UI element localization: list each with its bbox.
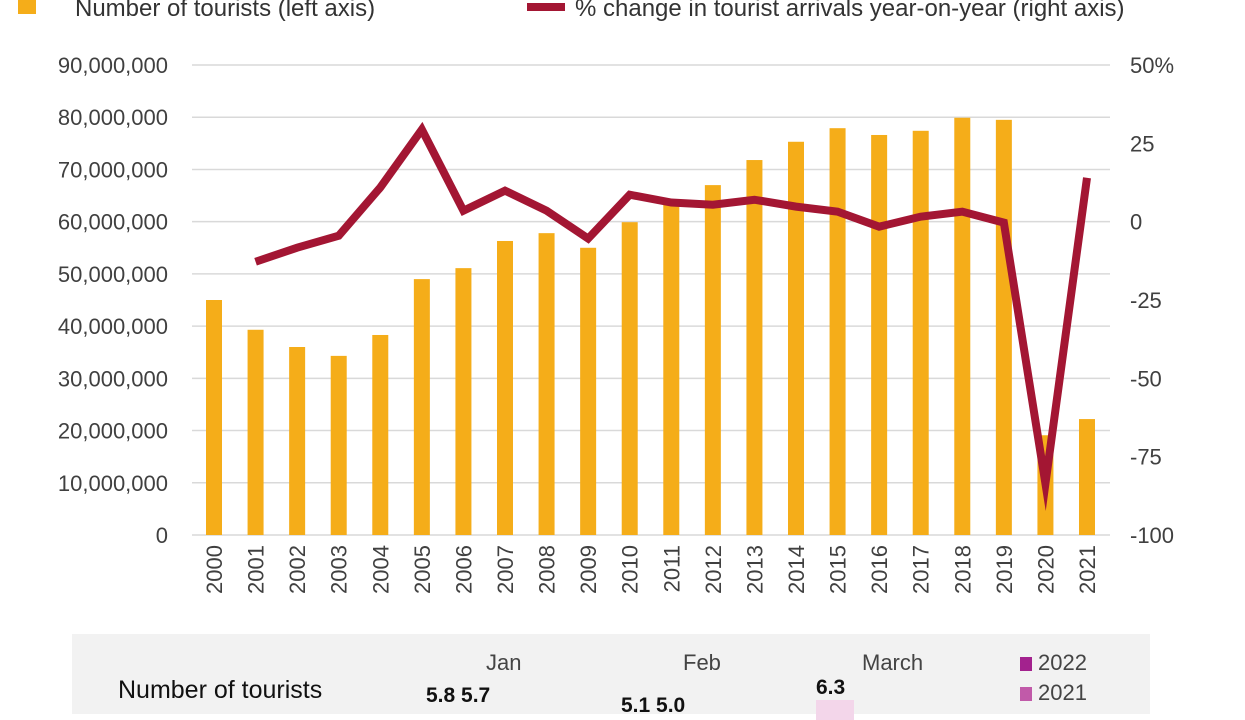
bar-2010 bbox=[622, 222, 638, 535]
left-tick-label: 20,000,000 bbox=[58, 419, 168, 444]
legend: Number of tourists (left axis) % change … bbox=[18, 0, 1125, 22]
right-tick-label: -50 bbox=[1130, 366, 1162, 391]
x-tick-label: 2006 bbox=[451, 545, 476, 594]
monthly-panel: Jan Feb March Number of tourists 5.8 5.7… bbox=[72, 634, 1150, 714]
x-tick-label: 2005 bbox=[410, 545, 435, 594]
left-tick-label: 80,000,000 bbox=[58, 105, 168, 130]
x-tick-label: 2021 bbox=[1075, 545, 1100, 594]
x-tick-label: 2010 bbox=[618, 545, 643, 594]
x-tick-label: 2019 bbox=[992, 545, 1017, 594]
left-tick-label: 30,000,000 bbox=[58, 366, 168, 391]
value-march: 6.3 bbox=[816, 676, 845, 700]
tourism-chart: Number of tourists (left axis) % change … bbox=[0, 0, 1245, 634]
x-tick-label: 2004 bbox=[368, 545, 393, 594]
bar-2002 bbox=[289, 347, 305, 535]
legend-line-label: % change in tourist arrivals year-on-yea… bbox=[575, 0, 1125, 22]
bar-2017 bbox=[913, 131, 929, 535]
bar-2007 bbox=[497, 241, 513, 535]
bar-2014 bbox=[788, 142, 804, 535]
x-tick-label: 2007 bbox=[493, 545, 518, 594]
month-feb: Feb bbox=[683, 650, 721, 676]
bar-2018 bbox=[954, 118, 970, 535]
right-tick-label: 0 bbox=[1130, 210, 1142, 235]
march-bar bbox=[816, 700, 854, 720]
month-march: March bbox=[862, 650, 923, 676]
left-tick-label: 90,000,000 bbox=[58, 53, 168, 78]
x-tick-label: 2003 bbox=[327, 545, 352, 594]
legend-2022: 2022 bbox=[1020, 650, 1087, 676]
left-tick-label: 0 bbox=[156, 523, 168, 548]
right-tick-label: -100 bbox=[1130, 523, 1174, 548]
legend-2022-label: 2022 bbox=[1038, 650, 1087, 675]
legend-2022-swatch bbox=[1020, 657, 1032, 671]
legend-2021: 2021 bbox=[1020, 680, 1087, 706]
bar-2003 bbox=[331, 356, 347, 535]
left-tick-label: 10,000,000 bbox=[58, 471, 168, 496]
bar-2012 bbox=[705, 185, 721, 535]
x-tick-label: 2013 bbox=[742, 545, 767, 594]
bar-2021 bbox=[1079, 419, 1095, 535]
right-tick-label: 25 bbox=[1130, 131, 1154, 156]
bar-2001 bbox=[248, 330, 264, 535]
bar-2015 bbox=[830, 128, 846, 535]
right-tick-label: -25 bbox=[1130, 288, 1162, 313]
x-tick-label: 2014 bbox=[784, 545, 809, 594]
x-tick-label: 2009 bbox=[576, 545, 601, 594]
legend-bar-swatch bbox=[18, 0, 36, 14]
left-tick-label: 50,000,000 bbox=[58, 262, 168, 287]
legend-2021-swatch bbox=[1020, 687, 1032, 701]
bar-2019 bbox=[996, 120, 1012, 535]
bar-2009 bbox=[580, 248, 596, 535]
right-tick-label: 50% bbox=[1130, 53, 1174, 78]
right-tick-label: -75 bbox=[1130, 445, 1162, 470]
x-tick-label: 2002 bbox=[285, 545, 310, 594]
month-jan: Jan bbox=[486, 650, 521, 676]
x-tick-label: 2020 bbox=[1033, 545, 1058, 594]
x-tick-label: 2016 bbox=[867, 545, 892, 594]
x-tick-label: 2018 bbox=[950, 545, 975, 594]
x-tick-label: 2008 bbox=[535, 545, 560, 594]
x-tick-label: 2011 bbox=[659, 545, 684, 592]
legend-bar-label: Number of tourists (left axis) bbox=[75, 0, 375, 22]
bar-2006 bbox=[455, 268, 471, 535]
left-tick-label: 70,000,000 bbox=[58, 157, 168, 182]
bar-2005 bbox=[414, 279, 430, 535]
bar-2016 bbox=[871, 135, 887, 535]
x-tick-label: 2001 bbox=[244, 545, 269, 594]
bar-2000 bbox=[206, 300, 222, 535]
left-tick-label: 40,000,000 bbox=[58, 314, 168, 339]
legend-2021-label: 2021 bbox=[1038, 680, 1087, 705]
value-feb: 5.1 5.0 bbox=[621, 694, 685, 718]
x-tick-label: 2000 bbox=[202, 545, 227, 594]
bar-2011 bbox=[663, 203, 679, 535]
value-jan: 5.8 5.7 bbox=[426, 684, 490, 708]
bar-2008 bbox=[539, 233, 555, 535]
bar-2013 bbox=[746, 160, 762, 535]
x-tick-label: 2015 bbox=[826, 545, 851, 594]
x-tick-label: 2012 bbox=[701, 545, 726, 594]
bar-2004 bbox=[372, 335, 388, 535]
x-tick-label: 2017 bbox=[909, 545, 934, 594]
left-tick-label: 60,000,000 bbox=[58, 210, 168, 235]
